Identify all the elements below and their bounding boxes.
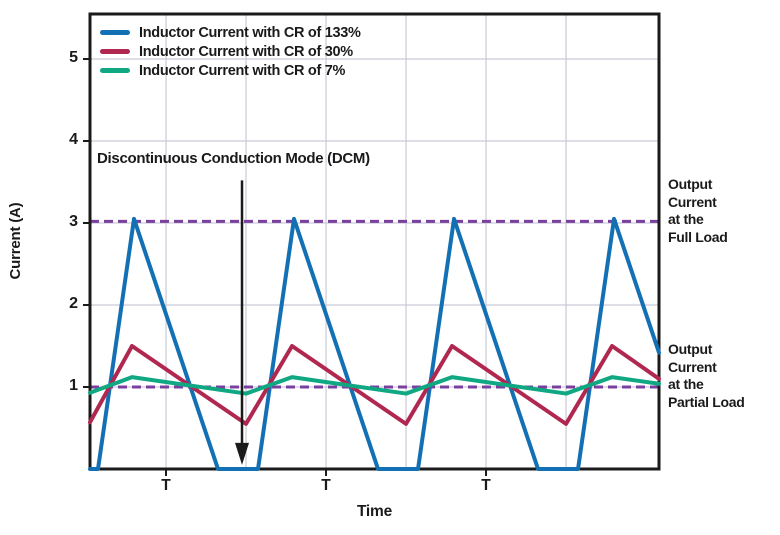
y-axis-title: Current (A) <box>7 202 24 280</box>
plot-border <box>88 12 661 471</box>
dcm-annotation-text: Discontinuous Conduction Mode (DCM) <box>97 150 370 167</box>
legend-item: Inductor Current with CR of 7% <box>100 61 361 80</box>
series-line <box>88 375 661 396</box>
legend-item: Inductor Current with CR of 133% <box>100 23 361 42</box>
series-line <box>88 344 661 426</box>
legend: Inductor Current with CR of 133% Inductor… <box>100 23 361 80</box>
dcm-arrowhead <box>235 442 250 465</box>
y-tick-label: 3 <box>69 213 78 230</box>
y-tick-label: 2 <box>69 295 78 312</box>
full-load-label: Output Current at the Full Load <box>668 176 728 245</box>
legend-item: Inductor Current with CR of 30% <box>100 42 361 61</box>
x-axis-title: Time <box>356 503 393 520</box>
series-line <box>88 216 661 471</box>
legend-line-swatch <box>100 49 130 54</box>
legend-line-swatch <box>100 68 130 73</box>
legend-label: Inductor Current with CR of 133% <box>139 24 361 41</box>
y-tick-label: 5 <box>69 49 78 67</box>
legend-label: Inductor Current with CR of 7% <box>139 62 346 79</box>
y-tick-label: 4 <box>69 131 78 148</box>
x-tick-label: T <box>481 477 491 494</box>
legend-line-swatch <box>100 30 130 35</box>
x-tick-label: T <box>321 477 331 494</box>
partial-load-label: Output Current at the Partial Load <box>668 341 745 410</box>
y-tick-label: 1 <box>69 377 78 394</box>
legend-label: Inductor Current with CR of 30% <box>139 43 353 60</box>
x-tick-label: T <box>161 477 171 494</box>
